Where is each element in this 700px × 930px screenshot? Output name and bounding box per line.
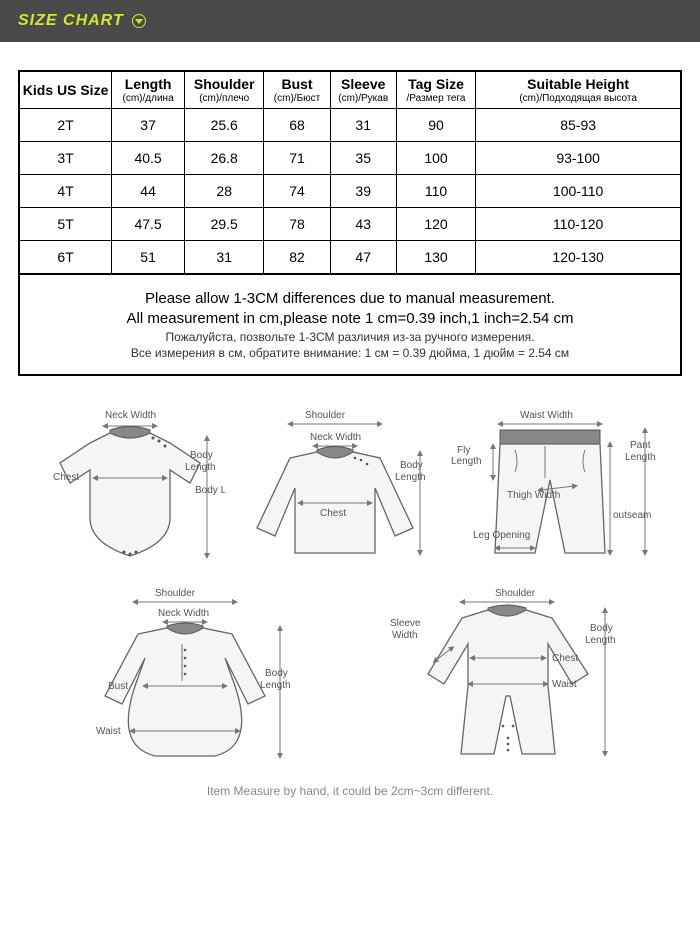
svg-text:Neck Width: Neck Width — [310, 432, 361, 443]
diagram-pants: Waist Width FlyLength Thigh Width Leg Op… — [445, 408, 665, 568]
diagram-sweater: Shoulder Neck Width Chest BodyLength — [235, 408, 435, 568]
chevron-down-icon — [132, 14, 146, 28]
svg-text:Body Length: Body Length — [195, 485, 225, 496]
table-cell: 93-100 — [476, 142, 681, 175]
svg-text:Pant: Pant — [630, 440, 651, 451]
col-header: Sleeve(cm)/Рукав — [330, 71, 396, 109]
svg-text:Fly: Fly — [457, 445, 470, 456]
svg-text:Thigh Width: Thigh Width — [507, 490, 560, 501]
svg-text:Shoulder: Shoulder — [495, 588, 536, 599]
measurement-notes: Please allow 1-3CM differences due to ma… — [18, 275, 682, 376]
table-cell: 120-130 — [476, 241, 681, 275]
table-row: 2T3725.668319085-93 — [19, 109, 681, 142]
table-cell: 31 — [184, 241, 263, 275]
table-cell: 43 — [330, 208, 396, 241]
table-cell: 28 — [184, 175, 263, 208]
col-header: Kids US Size — [19, 71, 112, 109]
svg-text:Chest: Chest — [552, 653, 578, 664]
table-cell: 35 — [330, 142, 396, 175]
table-cell: 3T — [19, 142, 112, 175]
table-cell: 47.5 — [112, 208, 185, 241]
table-cell: 130 — [396, 241, 475, 275]
table-cell: 47 — [330, 241, 396, 275]
svg-text:Neck Width: Neck Width — [105, 410, 156, 421]
footer-note: Item Measure by hand, it could be 2cm~3c… — [30, 784, 670, 798]
col-header: Shoulder(cm)/плечо — [184, 71, 263, 109]
note-en-2: All measurement in cm,please note 1 cm=0… — [28, 310, 672, 327]
table-cell: 31 — [330, 109, 396, 142]
table-cell: 44 — [112, 175, 185, 208]
measurement-diagrams: Neck Width Chest Body Length BodyLength … — [0, 388, 700, 798]
table-cell: 100 — [396, 142, 475, 175]
table-row: 3T40.526.8713510093-100 — [19, 142, 681, 175]
note-en-1: Please allow 1-3CM differences due to ma… — [28, 290, 672, 307]
table-cell: 78 — [264, 208, 330, 241]
svg-text:Chest: Chest — [53, 472, 79, 483]
table-cell: 68 — [264, 109, 330, 142]
table-cell: 82 — [264, 241, 330, 275]
table-cell: 4T — [19, 175, 112, 208]
table-cell: 2T — [19, 109, 112, 142]
table-cell: 71 — [264, 142, 330, 175]
svg-text:Waist Width: Waist Width — [520, 410, 573, 421]
svg-text:Length: Length — [395, 472, 426, 483]
svg-text:Leg Opening: Leg Opening — [473, 530, 530, 541]
svg-text:Length: Length — [585, 635, 616, 646]
header-bar: SIZE CHART — [0, 0, 700, 42]
svg-text:Waist: Waist — [96, 726, 121, 737]
note-ru-1: Пожалуйста, позвольте 1-3СМ различия из-… — [28, 330, 672, 344]
table-cell: 29.5 — [184, 208, 263, 241]
svg-text:Shoulder: Shoulder — [155, 588, 196, 599]
table-cell: 110-120 — [476, 208, 681, 241]
diagram-jumpsuit: Shoulder SleeveWidth Chest Waist BodyLen… — [380, 586, 640, 766]
table-cell: 85-93 — [476, 109, 681, 142]
svg-text:Shoulder: Shoulder — [305, 410, 346, 421]
table-cell: 5T — [19, 208, 112, 241]
svg-text:Body: Body — [400, 460, 423, 471]
table-row: 4T44287439110100-110 — [19, 175, 681, 208]
svg-text:outseam: outseam — [613, 510, 651, 521]
svg-text:Length: Length — [451, 456, 482, 467]
svg-text:Body: Body — [265, 668, 288, 679]
header-title: SIZE CHART — [18, 12, 124, 30]
svg-text:Body: Body — [590, 623, 613, 634]
size-table-container: Kids US SizeLength(cm)/длинаShoulder(cm)… — [0, 42, 700, 388]
table-cell: 40.5 — [112, 142, 185, 175]
svg-text:Sleeve: Sleeve — [390, 618, 421, 629]
table-row: 5T47.529.57843120110-120 — [19, 208, 681, 241]
table-header-row: Kids US SizeLength(cm)/длинаShoulder(cm)… — [19, 71, 681, 109]
table-cell: 6T — [19, 241, 112, 275]
svg-text:Length: Length — [260, 680, 291, 691]
diagram-onesie: Neck Width Chest Body Length BodyLength — [35, 408, 225, 568]
col-header: Tag Size/Размер тега — [396, 71, 475, 109]
svg-text:Length: Length — [185, 462, 216, 473]
table-row: 6T51318247130120-130 — [19, 241, 681, 275]
svg-text:Bust: Bust — [108, 681, 128, 692]
size-chart-table: Kids US SizeLength(cm)/длинаShoulder(cm)… — [18, 70, 682, 275]
col-header: Suitable Height(cm)/Подходящая высота — [476, 71, 681, 109]
svg-text:Waist: Waist — [552, 679, 577, 690]
diagram-dress: Shoulder Neck Width Bust Waist BodyLengt… — [60, 586, 320, 766]
table-cell: 39 — [330, 175, 396, 208]
note-ru-2: Все измерения в см, обратите внимание: 1… — [28, 346, 672, 360]
svg-text:Length: Length — [625, 452, 656, 463]
table-cell: 25.6 — [184, 109, 263, 142]
table-cell: 26.8 — [184, 142, 263, 175]
svg-text:Body: Body — [190, 450, 213, 461]
table-cell: 120 — [396, 208, 475, 241]
svg-text:Width: Width — [392, 630, 418, 641]
table-cell: 74 — [264, 175, 330, 208]
table-cell: 51 — [112, 241, 185, 275]
table-cell: 100-110 — [476, 175, 681, 208]
col-header: Length(cm)/длина — [112, 71, 185, 109]
table-cell: 110 — [396, 175, 475, 208]
col-header: Bust(cm)/Бюст — [264, 71, 330, 109]
table-cell: 37 — [112, 109, 185, 142]
table-cell: 90 — [396, 109, 475, 142]
svg-text:Neck Width: Neck Width — [158, 608, 209, 619]
svg-text:Chest: Chest — [320, 508, 346, 519]
